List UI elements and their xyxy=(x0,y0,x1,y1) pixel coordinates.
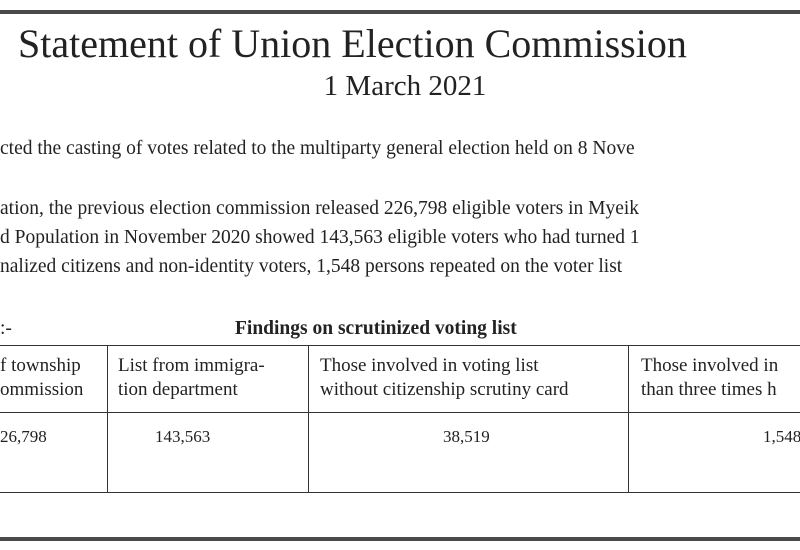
data-cell: 26,798 xyxy=(0,427,47,446)
table-border xyxy=(308,345,309,493)
data-cell: 143,563 xyxy=(155,427,211,446)
date: 1 March 2021 xyxy=(323,70,487,102)
header-cell: f township xyxy=(0,355,81,376)
header-cell: without citizenship scrutiny card xyxy=(320,379,569,400)
header-cell: Those involved in xyxy=(641,355,779,376)
paragraph-line: ation, the previous election commission … xyxy=(0,198,640,219)
table-border xyxy=(0,492,800,493)
table-border xyxy=(107,345,108,493)
paragraph-line: nalized citizens and non-identity voters… xyxy=(0,256,623,277)
header-cell: than three times h xyxy=(641,379,777,400)
header-cell: ommission xyxy=(0,379,84,400)
table-lead: :- xyxy=(0,318,12,339)
table-caption: Findings on scrutinized voting list xyxy=(235,318,517,339)
title: Statement of Union Election Commission xyxy=(18,21,687,66)
table-border xyxy=(628,345,629,493)
bottom-rule xyxy=(0,537,800,541)
table-border xyxy=(0,412,800,413)
data-cell: 1,548 xyxy=(763,427,800,446)
data-cell: 38,519 xyxy=(443,427,490,446)
header-cell: List from immigra- xyxy=(118,355,265,376)
table-border xyxy=(0,345,800,346)
top-rule xyxy=(0,10,800,14)
header-cell: tion department xyxy=(118,379,238,400)
paragraph-line: cted the casting of votes related to the… xyxy=(0,138,635,159)
paragraph-line: d Population in November 2020 showed 143… xyxy=(0,227,640,248)
header-cell: Those involved in voting list xyxy=(320,355,539,376)
